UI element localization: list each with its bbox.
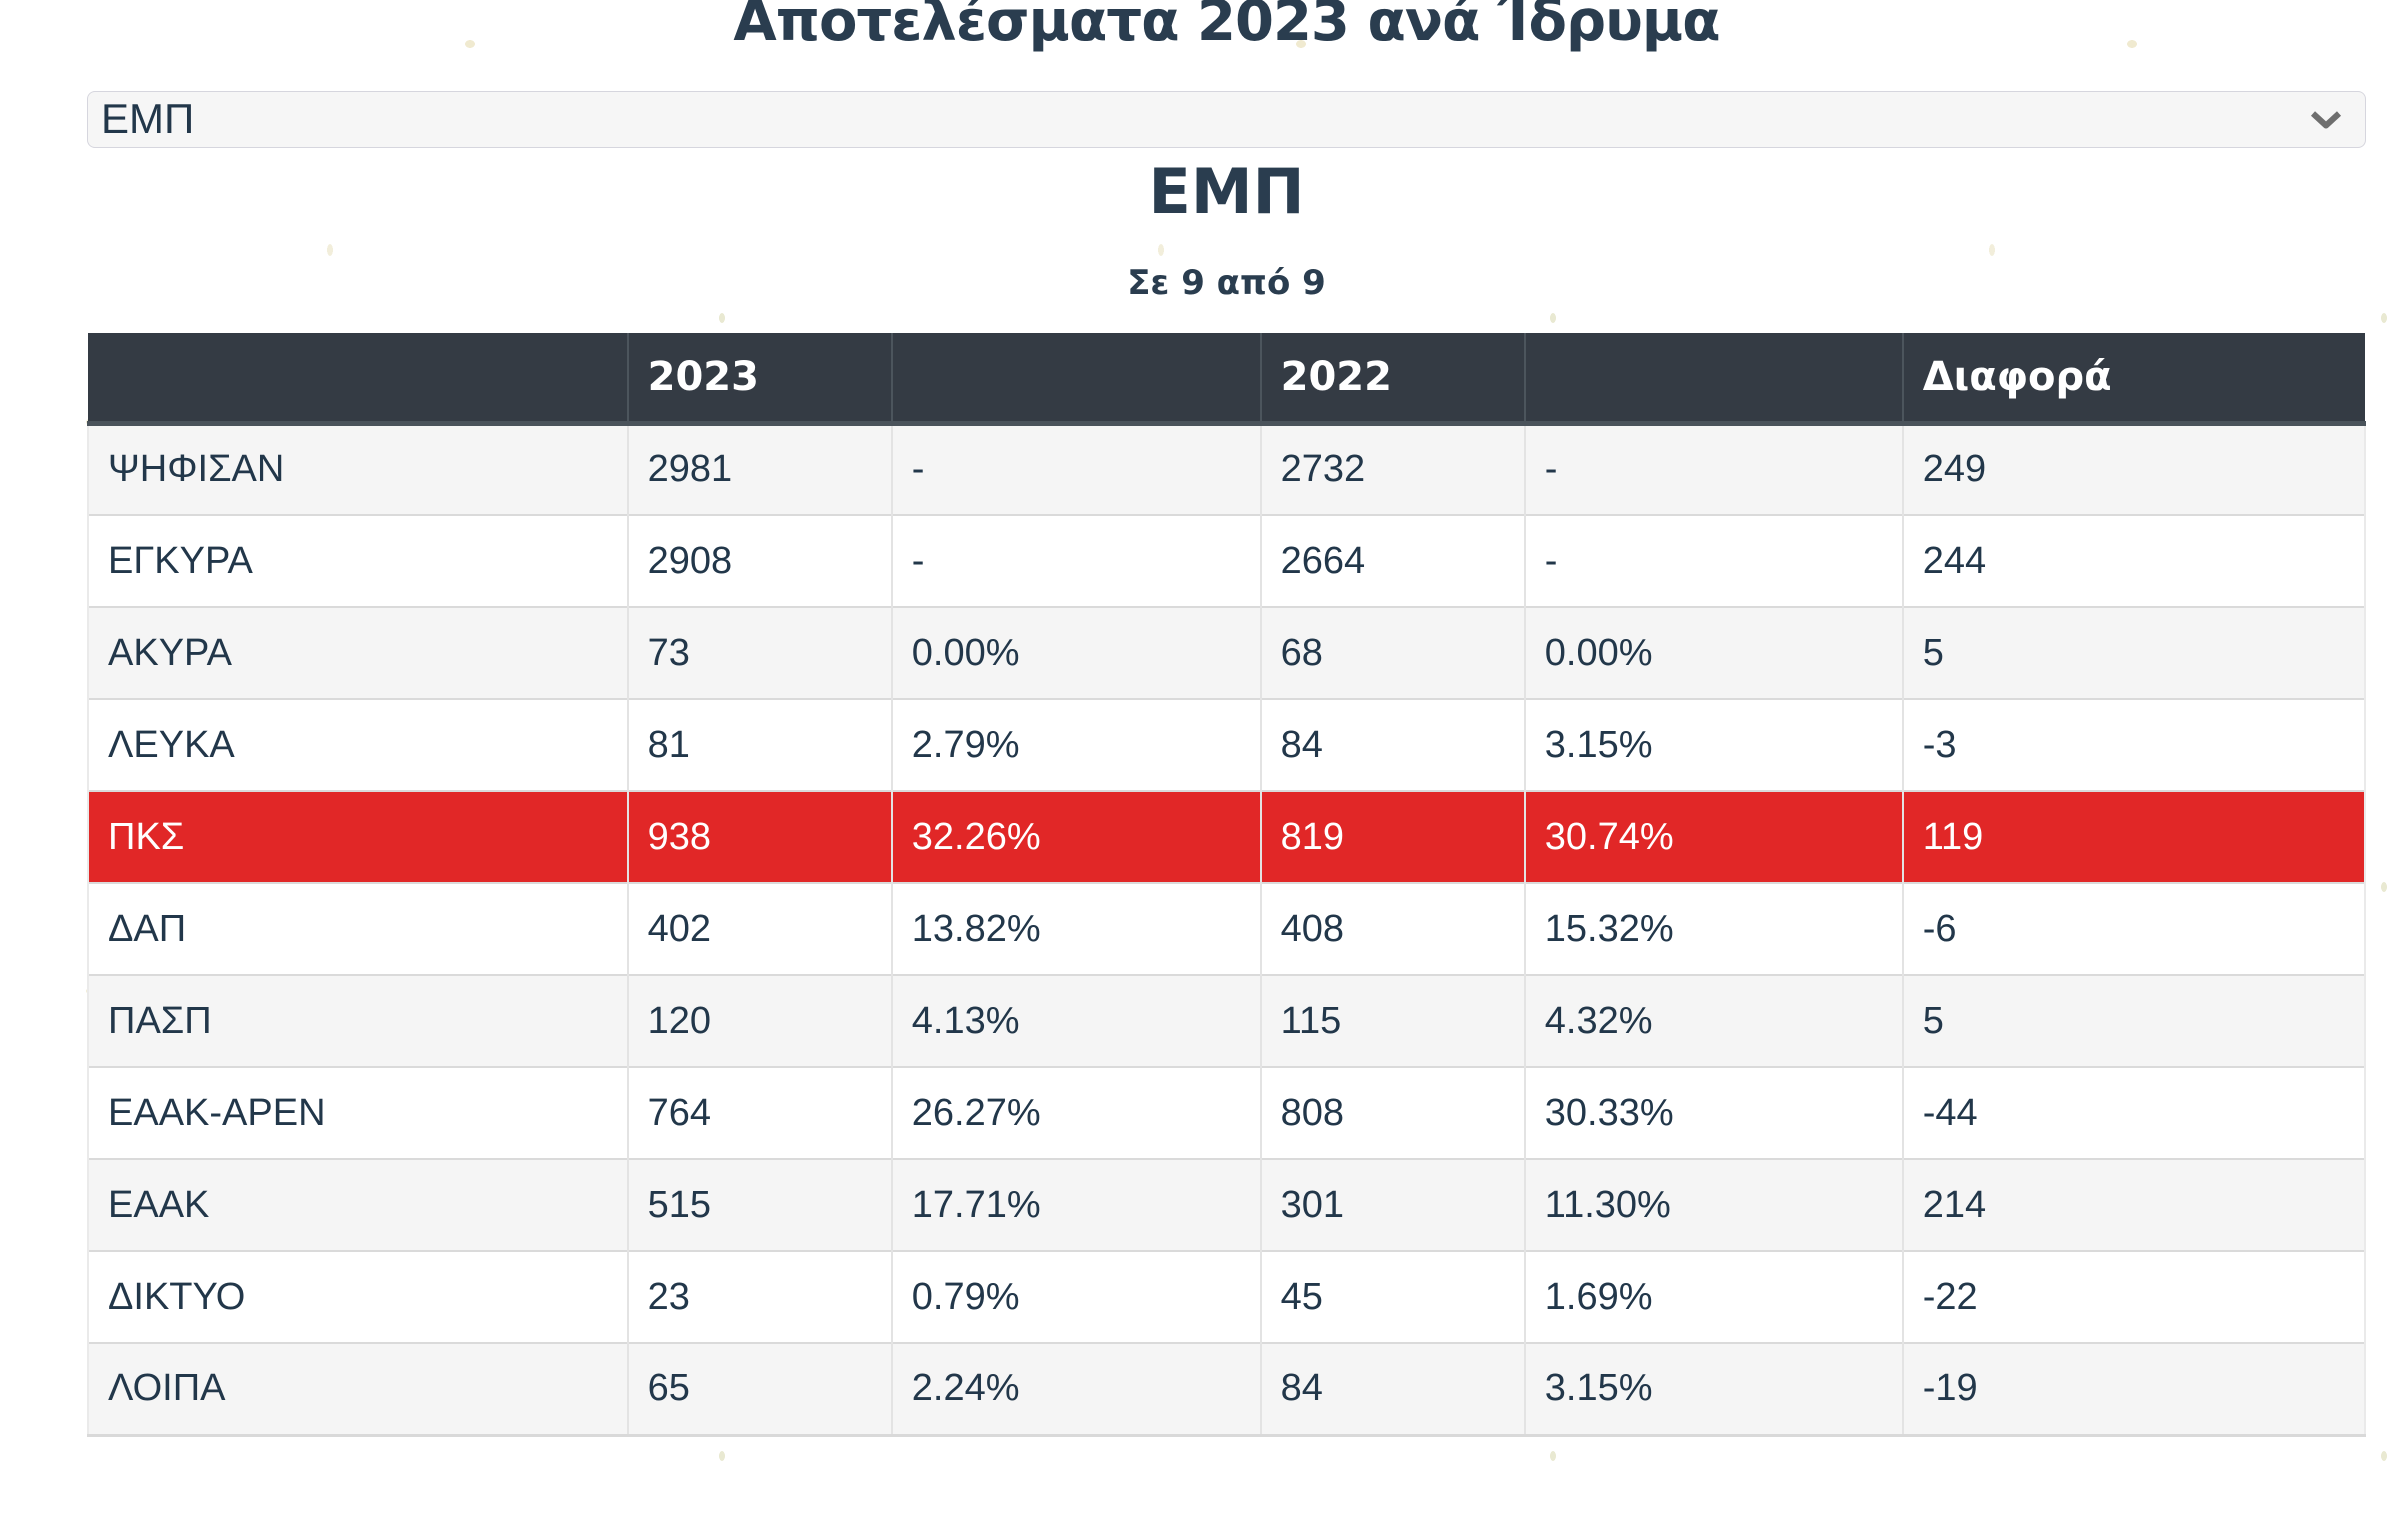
diff-cell: 5 bbox=[1901, 606, 2367, 700]
votes-2022-cell: 819 bbox=[1259, 790, 1525, 884]
pct-2023-cell: 2.79% bbox=[890, 698, 1261, 792]
pct-2022-cell: 3.15% bbox=[1523, 698, 1903, 792]
pct-2022-cell: 15.32% bbox=[1523, 882, 1903, 976]
institution-select-wrapper: ΕΜΠ bbox=[87, 91, 2366, 148]
votes-2022-cell: 115 bbox=[1259, 974, 1525, 1068]
page: Αποτελέσματα 2023 ανά Ίδρυμα ΕΜΠ ΕΜΠ Σε … bbox=[87, 0, 2367, 1437]
table-row: ΔΑΠ 402 13.82% 408 15.32% -6 bbox=[87, 882, 2367, 976]
col-header-2023-pct bbox=[890, 333, 1261, 426]
votes-2022-cell: 45 bbox=[1259, 1250, 1525, 1344]
party-label-cell: ΑΚΥΡΑ bbox=[87, 606, 628, 700]
diff-cell: 244 bbox=[1901, 514, 2367, 608]
pct-2022-cell: - bbox=[1523, 422, 1903, 516]
table-row: ΠΑΣΠ 120 4.13% 115 4.32% 5 bbox=[87, 974, 2367, 1068]
votes-2022-cell: 68 bbox=[1259, 606, 1525, 700]
col-header-2022: 2022 bbox=[1259, 333, 1525, 426]
party-label-cell: ΛΕΥΚΑ bbox=[87, 698, 628, 792]
pct-2023-cell: - bbox=[890, 422, 1261, 516]
institution-heading: ΕΜΠ bbox=[1148, 155, 1305, 228]
votes-2022-cell: 84 bbox=[1259, 698, 1525, 792]
col-header-empty bbox=[88, 333, 628, 426]
votes-2022-cell: 2732 bbox=[1259, 422, 1525, 516]
pct-2022-cell: 3.15% bbox=[1523, 1342, 1903, 1437]
party-label-cell: ΔΑΠ bbox=[87, 882, 628, 976]
pct-2022-cell: 1.69% bbox=[1523, 1250, 1903, 1344]
pct-2023-cell: 4.13% bbox=[890, 974, 1261, 1068]
party-label-cell: ΕΓΚΥΡΑ bbox=[87, 514, 628, 608]
pct-2022-cell: 11.30% bbox=[1523, 1158, 1903, 1252]
diff-cell: -19 bbox=[1901, 1342, 2367, 1437]
votes-2023-cell: 938 bbox=[626, 790, 892, 884]
votes-2023-cell: 402 bbox=[626, 882, 892, 976]
table-row: ΑΚΥΡΑ 73 0.00% 68 0.00% 5 bbox=[87, 606, 2367, 700]
pct-2023-cell: 0.79% bbox=[890, 1250, 1261, 1344]
pct-2023-cell: 32.26% bbox=[890, 790, 1261, 884]
table-row-highlighted: ΠΚΣ 938 32.26% 819 30.74% 119 bbox=[87, 790, 2367, 884]
party-label-cell: ΔΙΚΤΥΟ bbox=[87, 1250, 628, 1344]
table-row: ΔΙΚΤΥΟ 23 0.79% 45 1.69% -22 bbox=[87, 1250, 2367, 1344]
votes-2023-cell: 65 bbox=[626, 1342, 892, 1437]
votes-2023-cell: 120 bbox=[626, 974, 892, 1068]
results-table: 2023 2022 Διαφορά ΨΗΦΙΣΑΝ 2981-2732-249 ΕΓ… bbox=[87, 333, 2367, 1437]
diff-cell: 214 bbox=[1901, 1158, 2367, 1252]
party-label-cell: ΠΑΣΠ bbox=[87, 974, 628, 1068]
votes-2023-cell: 2981 bbox=[626, 422, 892, 516]
diff-cell: -44 bbox=[1901, 1066, 2367, 1160]
diff-cell: -3 bbox=[1901, 698, 2367, 792]
pct-2023-cell: 13.82% bbox=[890, 882, 1261, 976]
results-table-body: ΨΗΦΙΣΑΝ 2981-2732-249 ΕΓΚΥΡΑ 2908-2664-244 Α… bbox=[87, 422, 2367, 1437]
party-label-cell: ΠΚΣ bbox=[87, 790, 628, 884]
table-row: ΛΟΙΠΑ 65 2.24% 84 3.15% -19 bbox=[87, 1342, 2367, 1437]
table-row: ΛΕΥΚΑ 81 2.79% 84 3.15% -3 bbox=[87, 698, 2367, 792]
votes-2022-cell: 2664 bbox=[1259, 514, 1525, 608]
votes-2023-cell: 23 bbox=[626, 1250, 892, 1344]
diff-cell: -22 bbox=[1901, 1250, 2367, 1344]
party-label-cell: ΨΗΦΙΣΑΝ bbox=[87, 422, 628, 516]
header-row: 2023 2022 Διαφορά bbox=[88, 333, 2365, 426]
party-label-cell: ΛΟΙΠΑ bbox=[87, 1342, 628, 1437]
pct-2023-cell: 26.27% bbox=[890, 1066, 1261, 1160]
diff-cell: 5 bbox=[1901, 974, 2367, 1068]
pct-2022-cell: 4.32% bbox=[1523, 974, 1903, 1068]
pct-2023-cell: - bbox=[890, 514, 1261, 608]
pct-2022-cell: 0.00% bbox=[1523, 606, 1903, 700]
table-row: ΕΓΚΥΡΑ 2908-2664-244 bbox=[87, 514, 2367, 608]
votes-2023-cell: 515 bbox=[626, 1158, 892, 1252]
table-row: ΕΑΑΚ-ΑΡΕΝ 764 26.27% 808 30.33% -44 bbox=[87, 1066, 2367, 1160]
pct-2022-cell: 30.74% bbox=[1523, 790, 1903, 884]
votes-2022-cell: 301 bbox=[1259, 1158, 1525, 1252]
party-label-cell: ΕΑΑΚ-ΑΡΕΝ bbox=[87, 1066, 628, 1160]
pct-2022-cell: 30.33% bbox=[1523, 1066, 1903, 1160]
pct-2022-cell: - bbox=[1523, 514, 1903, 608]
votes-2023-cell: 81 bbox=[626, 698, 892, 792]
col-header-diff: Διαφορά bbox=[1901, 333, 2365, 426]
pct-2023-cell: 0.00% bbox=[890, 606, 1261, 700]
table-row: ΨΗΦΙΣΑΝ 2981-2732-249 bbox=[87, 422, 2367, 516]
pct-2023-cell: 2.24% bbox=[890, 1342, 1261, 1437]
votes-2022-cell: 408 bbox=[1259, 882, 1525, 976]
votes-2022-cell: 808 bbox=[1259, 1066, 1525, 1160]
diff-cell: 249 bbox=[1901, 422, 2367, 516]
votes-2023-cell: 73 bbox=[626, 606, 892, 700]
results-table-header: 2023 2022 Διαφορά bbox=[88, 333, 2365, 426]
col-header-2022-pct bbox=[1523, 333, 1903, 426]
page-title: Αποτελέσματα 2023 ανά Ίδρυμα bbox=[733, 0, 1720, 54]
pct-2023-cell: 17.71% bbox=[890, 1158, 1261, 1252]
institution-select[interactable]: ΕΜΠ bbox=[87, 91, 2366, 148]
votes-2022-cell: 84 bbox=[1259, 1342, 1525, 1437]
results-subtitle: Σε 9 από 9 bbox=[1127, 263, 1326, 304]
party-label-cell: ΕΑΑΚ bbox=[87, 1158, 628, 1252]
col-header-2023: 2023 bbox=[626, 333, 892, 426]
votes-2023-cell: 764 bbox=[626, 1066, 892, 1160]
diff-cell: 119 bbox=[1901, 790, 2367, 884]
votes-2023-cell: 2908 bbox=[626, 514, 892, 608]
diff-cell: -6 bbox=[1901, 882, 2367, 976]
table-row: ΕΑΑΚ 515 17.71% 301 11.30% 214 bbox=[87, 1158, 2367, 1252]
